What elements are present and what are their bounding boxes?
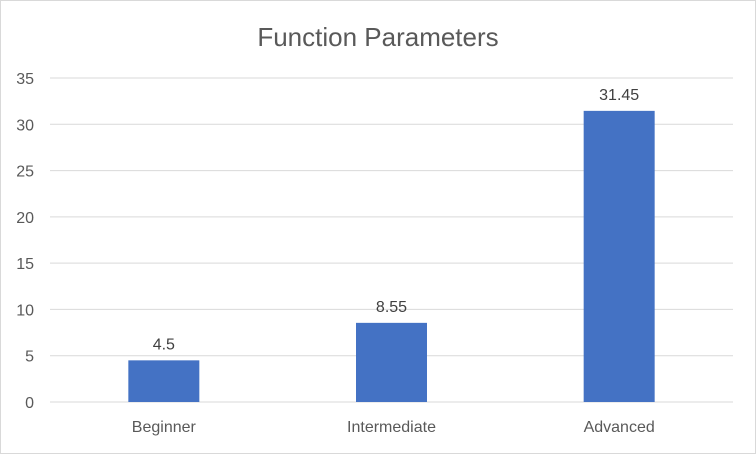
y-tick-label: 25 (16, 164, 34, 181)
y-tick-label: 0 (25, 395, 34, 412)
data-label: 31.45 (599, 87, 639, 104)
data-label: 8.55 (376, 299, 407, 316)
bar-beginner (128, 360, 200, 402)
bar-advanced (583, 110, 655, 402)
y-tick-label: 15 (16, 256, 34, 273)
bar-intermediate (356, 322, 427, 402)
y-tick-label: 20 (16, 210, 34, 227)
chart-title: Function Parameters (257, 22, 499, 52)
y-tick-label: 5 (25, 349, 34, 366)
y-tick-label: 10 (16, 302, 34, 319)
x-tick-label: Beginner (132, 419, 197, 436)
y-tick-label: 35 (16, 71, 34, 88)
x-tick-label: Advanced (584, 419, 655, 436)
y-tick-label: 30 (16, 117, 34, 134)
x-tick-label: Intermediate (347, 419, 436, 436)
data-label: 4.5 (153, 336, 175, 353)
